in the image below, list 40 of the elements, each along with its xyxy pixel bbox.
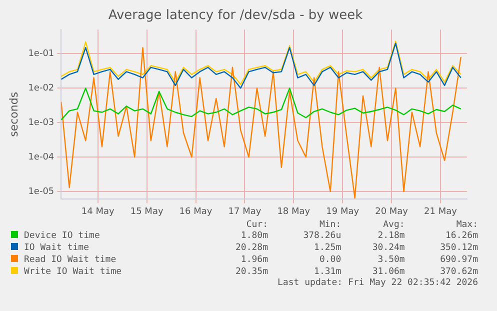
- y-tick-label: 1e-03: [28, 118, 54, 128]
- x-tick-label: 16 May: [179, 206, 213, 217]
- text: 350.12m: [439, 242, 479, 254]
- text: 0.00: [318, 254, 342, 266]
- y-tick-label: 1e-02: [28, 84, 54, 94]
- x-tick-label: 17 May: [228, 206, 262, 217]
- text: 20.35m: [234, 266, 269, 278]
- text: 20.28m: [234, 242, 269, 254]
- x-tick-label: 20 May: [375, 206, 409, 217]
- text: 16.26m: [444, 230, 479, 242]
- text: Min:: [318, 220, 342, 230]
- text: 3.50m: [376, 254, 406, 266]
- y-tick-label: 1e-04: [28, 152, 54, 162]
- y-tick-label: 1e-05: [28, 186, 54, 197]
- x-tick-label: 21 May: [424, 206, 458, 217]
- text: 370.62m: [439, 266, 479, 278]
- x-tick-label: 18 May: [277, 206, 311, 217]
- text: 1.31m: [313, 266, 342, 278]
- text: 690.97m: [439, 254, 479, 266]
- x-tick-label: 15 May: [130, 206, 164, 217]
- legend-label: IO Wait time: [24, 243, 90, 253]
- legend-label: Device IO time: [24, 231, 100, 241]
- x-tick-label: 14 May: [81, 206, 116, 217]
- text: 30.24m: [371, 242, 406, 254]
- text: Avg:: [382, 220, 406, 230]
- text: 2.18m: [376, 230, 406, 242]
- text: Last update: Fri May 22 02:35:42 2026: [276, 278, 479, 288]
- text: Max:: [455, 220, 479, 230]
- text: 1.25m: [313, 242, 342, 254]
- text: 378.26u: [302, 230, 342, 242]
- chart-title: Average latency for /dev/sda - by week: [108, 8, 364, 24]
- text: 1.80m: [240, 230, 269, 242]
- text: 31.06m: [371, 266, 406, 278]
- y-tick-label: 1e-01: [28, 49, 54, 60]
- legend-label: Write IO Wait time: [24, 267, 122, 277]
- legend-label: Read IO Wait time: [24, 255, 116, 265]
- text: 1.96m: [240, 254, 269, 266]
- y-axis-title: seconds: [7, 92, 20, 137]
- x-tick-label: 19 May: [326, 206, 360, 217]
- text: Cur:: [245, 220, 269, 230]
